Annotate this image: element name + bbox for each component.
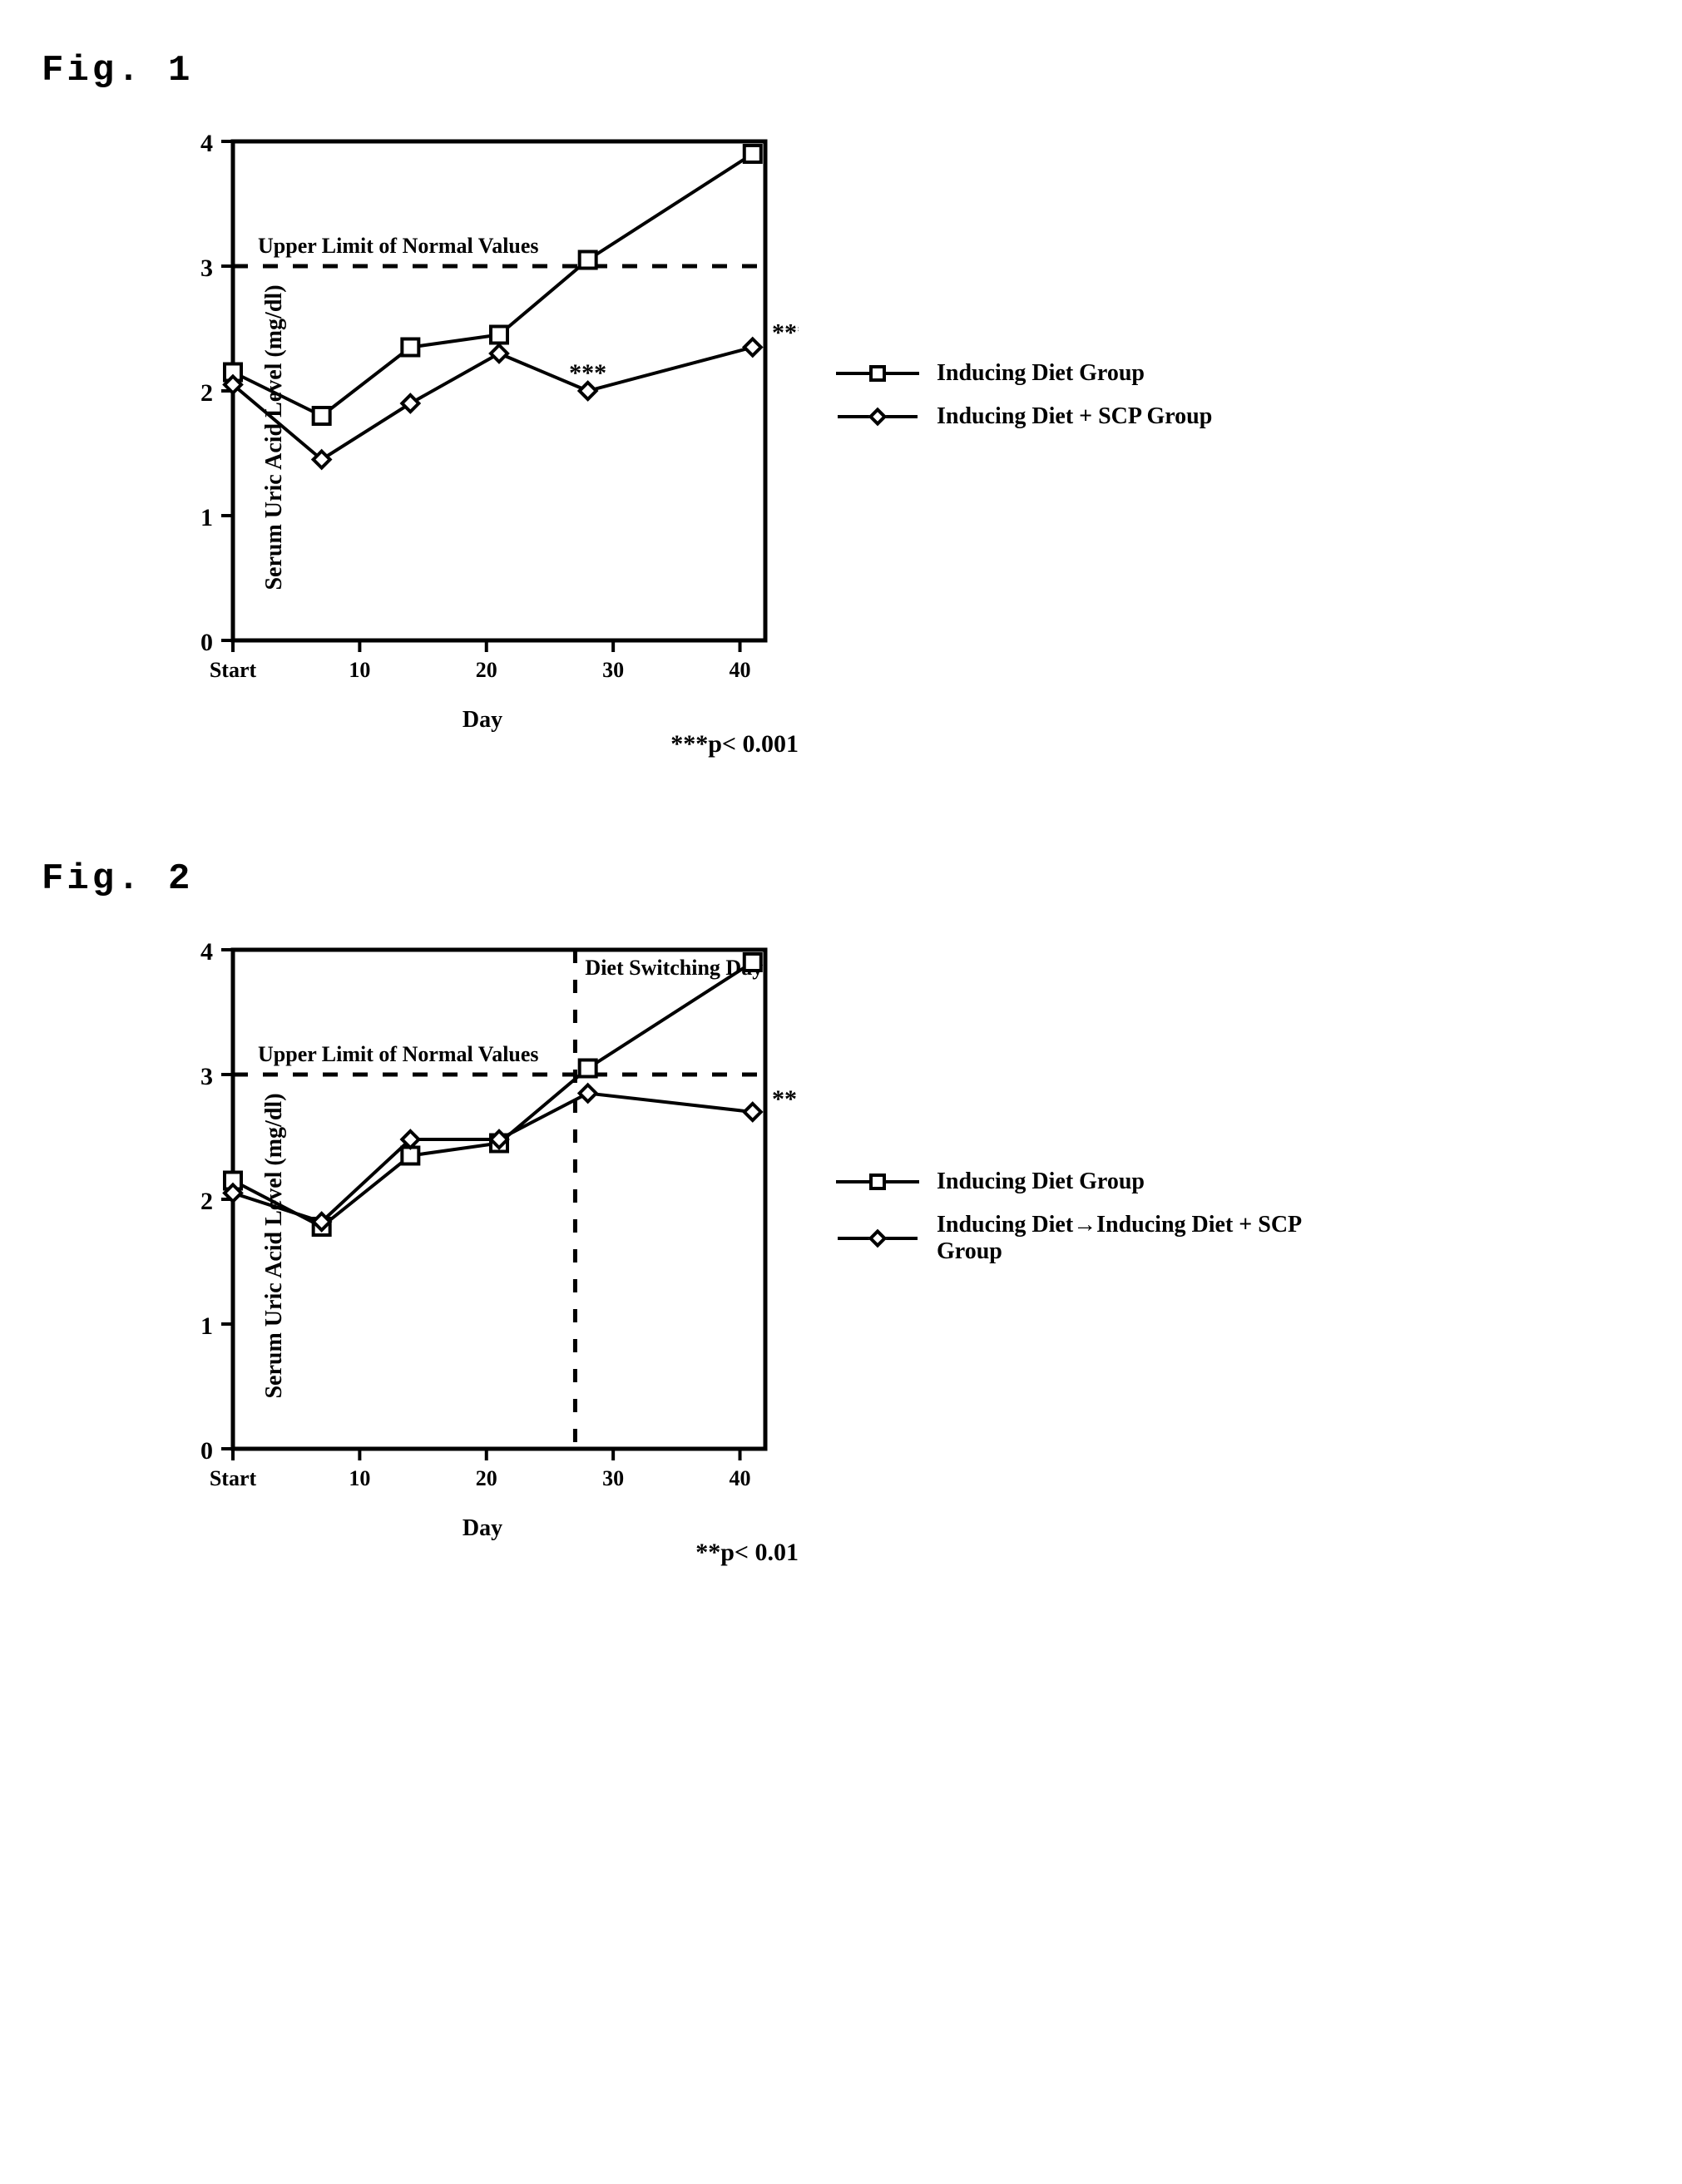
figure-1-label: Fig. 1 xyxy=(42,50,1649,91)
figure-1-chart: Serum Uric Acid Level (mg/dl) 0 1 2 3 4 Start… xyxy=(166,116,799,758)
svg-text:1: 1 xyxy=(200,1312,213,1340)
svg-text:***: *** xyxy=(569,359,606,387)
svg-text:0: 0 xyxy=(200,629,213,656)
svg-text:20: 20 xyxy=(476,658,497,682)
y-axis-label: Serum Uric Acid Level (mg/dl) xyxy=(261,271,288,604)
figure-2-chart: Serum Uric Acid Level (mg/dl) 0 1 2 3 4 Start… xyxy=(166,925,799,1567)
svg-text:0: 0 xyxy=(200,1437,213,1465)
figure-2: Fig. 2 Serum Uric Acid Level (mg/dl) 0 1 2… xyxy=(33,858,1649,1567)
legend-item: Inducing Diet + SCP Group xyxy=(832,403,1212,430)
svg-text:***: *** xyxy=(772,319,799,347)
svg-text:40: 40 xyxy=(730,658,751,682)
legend-text: Inducing Diet Group xyxy=(937,360,1145,387)
legend-text: Inducing Diet→Inducing Diet + SCP Group xyxy=(937,1212,1336,1265)
legend-text: Inducing Diet Group xyxy=(937,1169,1145,1195)
svg-text:4: 4 xyxy=(200,938,213,966)
svg-text:1: 1 xyxy=(200,504,213,531)
svg-text:30: 30 xyxy=(602,1466,624,1490)
legend-item: Inducing Diet→Inducing Diet + SCP Group xyxy=(832,1212,1336,1265)
svg-text:Diet Switching Day: Diet Switching Day xyxy=(585,956,763,980)
legend-item: Inducing Diet Group xyxy=(832,360,1212,387)
svg-text:Start: Start xyxy=(210,658,257,682)
svg-text:Upper Limit of Normal Values: Upper Limit of Normal Values xyxy=(258,1042,539,1066)
svg-text:3: 3 xyxy=(200,254,213,282)
svg-text:2: 2 xyxy=(200,379,213,407)
svg-text:2: 2 xyxy=(200,1188,213,1215)
svg-text:**: ** xyxy=(772,1085,797,1113)
svg-text:20: 20 xyxy=(476,1466,497,1490)
figure-1-legend: Inducing Diet Group Inducing Diet + SCP G… xyxy=(832,360,1212,447)
legend-text: Inducing Diet + SCP Group xyxy=(937,403,1212,430)
svg-text:Upper Limit of Normal Values: Upper Limit of Normal Values xyxy=(258,234,539,258)
svg-text:4: 4 xyxy=(200,130,213,157)
y-axis-label: Serum Uric Acid Level (mg/dl) xyxy=(261,1080,288,1412)
figure-2-label: Fig. 2 xyxy=(42,858,1649,900)
figure-2-legend: Inducing Diet Group Inducing Diet→Inducin… xyxy=(832,1169,1336,1282)
svg-text:10: 10 xyxy=(349,1466,370,1490)
svg-text:30: 30 xyxy=(602,658,624,682)
p-value-note: ***p< 0.001 xyxy=(166,730,799,758)
svg-text:3: 3 xyxy=(200,1063,213,1090)
svg-text:40: 40 xyxy=(730,1466,751,1490)
figure-1: Fig. 1 Serum Uric Acid Level (mg/dl) 0 1 2… xyxy=(33,50,1649,758)
p-value-note: **p< 0.01 xyxy=(166,1539,799,1567)
svg-text:10: 10 xyxy=(349,658,370,682)
legend-item: Inducing Diet Group xyxy=(832,1169,1336,1195)
svg-text:Start: Start xyxy=(210,1466,257,1490)
